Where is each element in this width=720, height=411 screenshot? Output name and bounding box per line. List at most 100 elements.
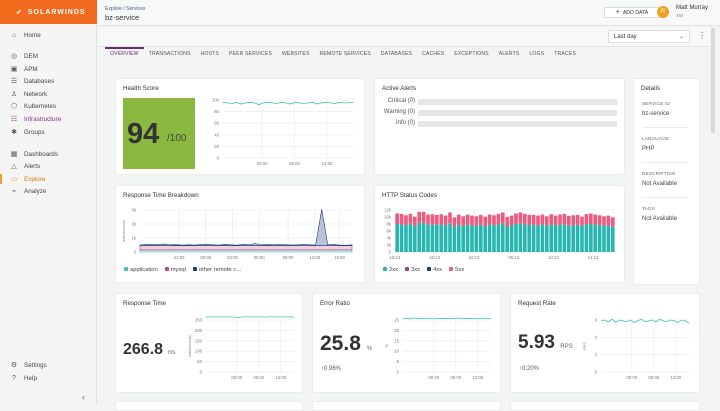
- bar-2xx: [435, 224, 439, 252]
- error-ratio-delta: ↑0.96%: [321, 366, 342, 372]
- x-tick-label: 06:00: [648, 375, 659, 380]
- sidebar-item-databases[interactable]: ☰ Databases: [10, 76, 54, 86]
- sidebar-item-help[interactable]: ? Help: [10, 373, 37, 383]
- breadcrumb-explore[interactable]: Explore: [105, 6, 122, 12]
- sidebar-item-label: Infrastructure: [24, 115, 62, 123]
- x-tick-label: 21:00: [174, 255, 185, 260]
- data-point: [454, 318, 455, 319]
- tab-traces[interactable]: TRACES: [554, 51, 576, 57]
- bar-5xx: [523, 213, 527, 225]
- bar-2xx: [470, 225, 474, 252]
- http-status-codes-card: HTTP Status Codes 0 2k 4k 6k 8k 10k 12k 18:13 22…: [374, 185, 625, 283]
- sidebar-item-label: Explore: [24, 175, 46, 183]
- legend-item[interactable]: 3xx: [405, 267, 420, 273]
- data-point: [633, 322, 635, 323]
- sidebar-item-dem[interactable]: ◎ DEM: [10, 51, 38, 61]
- bar-5xx: [496, 213, 501, 225]
- time-range-select[interactable]: Last day ⌄: [608, 30, 690, 43]
- y-tick-label: 40: [214, 132, 219, 137]
- scrollbar[interactable]: [711, 28, 715, 133]
- tab-peer-services[interactable]: PEER SERVICES: [228, 51, 272, 57]
- sidebar-item-kubernetes[interactable]: ⬡ Kubernetes: [10, 101, 56, 111]
- alert-row-label: Info (0): [395, 120, 415, 126]
- tab-caches[interactable]: CACHES: [422, 51, 445, 57]
- bar-2xx: [474, 225, 479, 252]
- sidebar-item-analyze[interactable]: ⌁ Analyze: [10, 186, 47, 196]
- bar-5xx: [531, 214, 536, 225]
- bar-2xx: [479, 224, 483, 252]
- bar-2xx: [448, 223, 452, 252]
- sidebar-item-infrastructure[interactable]: ☷ Infrastructure: [10, 114, 61, 124]
- x-tick-label: 00:00: [257, 161, 268, 166]
- x-tick-label: 02:13: [469, 255, 480, 260]
- tab-logs[interactable]: LOGS: [529, 51, 545, 57]
- y-tick-label: 6k: [386, 229, 391, 234]
- solarwinds-logo[interactable]: ➶ SOLARWINDS: [0, 0, 97, 24]
- sidebar-item-explore[interactable]: ▭ Explore: [10, 174, 46, 184]
- bar-5xx: [443, 215, 448, 226]
- chart-legend: application mysql other remote c...: [124, 267, 241, 273]
- bar-2xx: [606, 225, 611, 252]
- y-tick-label: 100: [195, 349, 203, 354]
- add-data-button[interactable]: + ADD DATA: [604, 7, 660, 18]
- request-rate-card: Request Rate 5.93 RPS ↑0.20% 0 2 4 6 00:00 06…: [510, 293, 700, 393]
- collapse-sidebar-icon[interactable]: ‹: [82, 392, 85, 402]
- divider: [642, 127, 688, 128]
- sidebar-item-settings[interactable]: ⚙ Settings: [10, 360, 47, 370]
- tab-websites[interactable]: WEBSITES: [281, 51, 310, 57]
- data-point: [236, 102, 237, 103]
- legend-item[interactable]: mysql: [164, 267, 186, 273]
- data-point: [325, 102, 327, 103]
- legend-swatch: [164, 267, 169, 272]
- sidebar-item-alerts[interactable]: △ Alerts: [10, 161, 40, 171]
- data-point: [272, 102, 273, 104]
- bar-5xx: [483, 216, 487, 227]
- bar-5xx: [536, 215, 540, 226]
- legend-item[interactable]: other remote c...: [192, 267, 241, 273]
- sidebar-item-dashboards[interactable]: ▦ Dashboards: [10, 149, 58, 159]
- breadcrumb-services[interactable]: Services: [126, 6, 146, 12]
- bar-2xx: [509, 225, 514, 252]
- x-tick-label: 14:13: [588, 255, 599, 260]
- sidebar-item-groups[interactable]: ✱ Groups: [10, 127, 45, 137]
- more-options-icon[interactable]: ⋮: [698, 31, 706, 40]
- tab-transactions[interactable]: TRANSACTIONS: [148, 51, 191, 57]
- sidebar-item-apm[interactable]: ▣ APM: [10, 64, 38, 74]
- y-tick-label: 250: [195, 318, 203, 323]
- sidebar-item-home[interactable]: ⌂ Home: [10, 30, 41, 40]
- sidebar: ➶ SOLARWINDS ⌂ Home ◎ DEM ▣ APM ☰ Databases ♙ Netw…: [0, 0, 97, 405]
- legend-item[interactable]: application: [124, 267, 158, 273]
- card-title: Active Alerts: [382, 85, 417, 92]
- x-tick-label: 06:00: [254, 255, 265, 260]
- x-tick-label: 00:00: [231, 375, 242, 380]
- bar-2xx: [492, 225, 496, 252]
- bar-5xx: [470, 215, 474, 226]
- bar-2xx: [408, 223, 413, 252]
- tab-remote-services[interactable]: REMOTE SERVICES: [319, 51, 371, 57]
- avatar[interactable]: R: [657, 6, 669, 18]
- bar-5xx: [597, 215, 602, 226]
- legend-item[interactable]: 5xx: [449, 267, 464, 273]
- legend-item[interactable]: 2xx: [383, 267, 398, 273]
- bar-5xx: [562, 213, 567, 225]
- sidebar-item-network[interactable]: ♙ Network: [10, 89, 47, 99]
- legend-item[interactable]: 4xx: [427, 267, 442, 273]
- tab-hosts[interactable]: HOSTS: [200, 51, 219, 57]
- tab-databases[interactable]: DATABASES: [380, 51, 413, 57]
- sidebar-item-label: Alerts: [24, 162, 41, 170]
- x-tick-label: 10:13: [548, 255, 559, 260]
- y-tick-label: 8k: [386, 222, 391, 227]
- response-time-breakdown-chart: 0 1k 2k 3k 21:00 00:00 03:00 06:00 09:00 12:00 15:…: [121, 208, 353, 260]
- dashboards-icon: ▦: [10, 151, 18, 158]
- error-ratio-card: Error Ratio 25.8 % ↑0.96% 0 5 10 15 20 25 00:0…: [312, 293, 501, 393]
- active-indicator: [0, 174, 2, 184]
- health-score-max: /100: [167, 133, 187, 144]
- tab-alerts[interactable]: ALERTS: [498, 51, 520, 57]
- alert-count-bar: [418, 99, 617, 105]
- tab-overview[interactable]: OVERVIEW: [105, 47, 144, 61]
- data-point: [688, 323, 690, 324]
- tab-exceptions[interactable]: EXCEPTIONS: [454, 51, 489, 57]
- health-score-card: Health Score 94 /100 0 20 40 60 80 100 00:00 06…: [115, 78, 365, 175]
- bar-5xx: [448, 212, 452, 224]
- data-point: [630, 319, 631, 321]
